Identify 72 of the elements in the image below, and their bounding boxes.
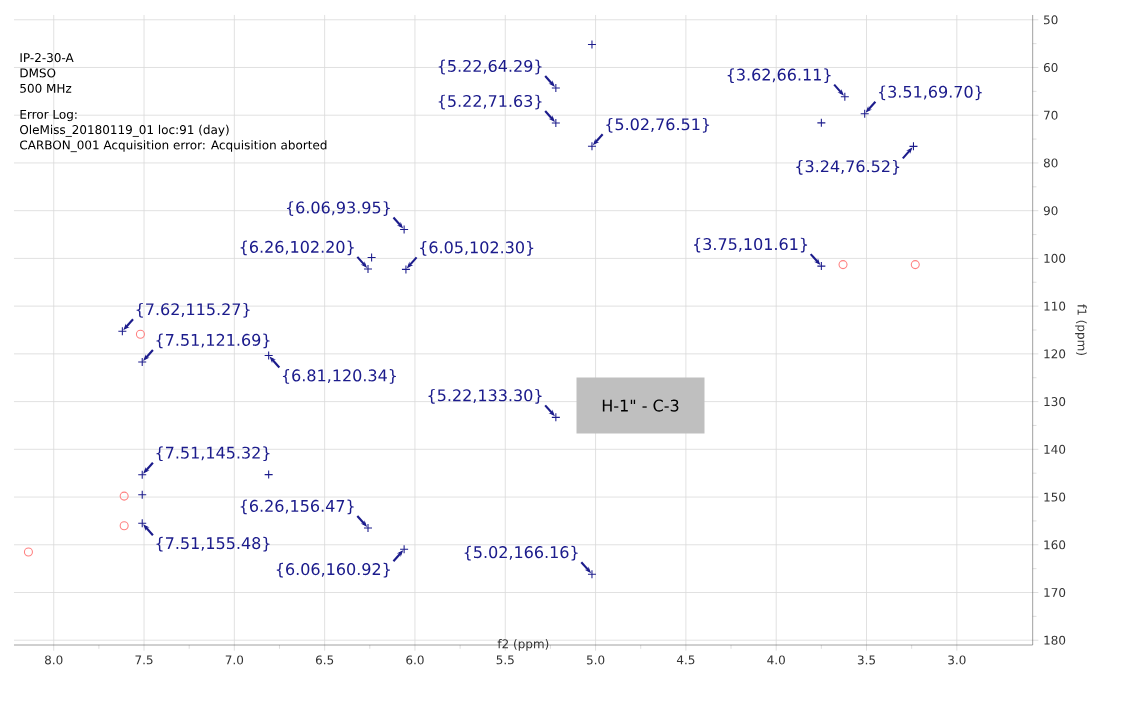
- y-axis-title: f1 (ppm): [1075, 304, 1087, 355]
- point: [551, 118, 561, 128]
- point: [399, 544, 409, 554]
- annotation: {7.51,145.32}: [156, 446, 270, 462]
- annotation: DMSO: [20, 68, 56, 78]
- point: [137, 357, 147, 367]
- y-tick-label: 140: [1044, 444, 1066, 454]
- point: [119, 491, 129, 501]
- y-tick-label: 150: [1044, 492, 1066, 502]
- y-tick-label: 120: [1044, 349, 1066, 359]
- point: [816, 261, 826, 271]
- x-tick-label: 7.0: [225, 655, 244, 665]
- annotation: 500 MHz: [20, 83, 72, 93]
- annotation: {7.51,121.69}: [156, 333, 270, 349]
- y-tick-label: 180: [1044, 635, 1066, 645]
- x-tick-label: 3.0: [948, 655, 966, 665]
- x-tick-label: 6.5: [315, 655, 334, 665]
- x-tick-label: 3.5: [857, 655, 875, 665]
- x-tick-label: 4.5: [676, 655, 695, 665]
- y-tick-label: 110: [1044, 301, 1066, 311]
- annotation: {6.81,120.34}: [282, 369, 396, 384]
- annotation: IP-2-30-A: [20, 53, 74, 63]
- annotation: {3.75,101.61}: [694, 237, 808, 253]
- point: [816, 118, 826, 128]
- y-tick-label: 160: [1044, 540, 1066, 550]
- point: [363, 264, 373, 274]
- y-tick-label: 170: [1044, 587, 1066, 598]
- x-tick-label: 7.5: [135, 655, 153, 665]
- x-tick-label: 8.0: [45, 655, 63, 665]
- x-tick-label: 5.0: [586, 655, 605, 665]
- annotation: {6.26,102.20}: [240, 240, 354, 256]
- point: [551, 83, 561, 93]
- y-tick-label: 80: [1043, 158, 1058, 168]
- point: [910, 260, 920, 270]
- x-tick-label: 5.5: [496, 655, 514, 665]
- y-tick-label: 60: [1043, 62, 1058, 73]
- point: [363, 523, 373, 533]
- annotation: {6.06,93.95}: [286, 201, 390, 216]
- annotation: {5.22,133.30}: [428, 388, 542, 404]
- annotation: {7.62,115.27}: [136, 302, 250, 318]
- y-tick-label: 90: [1043, 206, 1058, 216]
- x-tick-label: 4.0: [767, 655, 785, 665]
- annotation: Error Log:: [20, 109, 77, 122]
- point: [119, 521, 129, 531]
- annotation: {5.22,64.29}: [438, 59, 542, 75]
- annotation: {6.05,102.30}: [420, 241, 534, 256]
- point: [838, 260, 848, 270]
- annotation: {6.26,156.47}: [240, 499, 354, 515]
- annotation: CARBON_001 Acquisition error: Acquisition aborted: [20, 140, 327, 153]
- annotation: {5.22,71.63}: [438, 94, 542, 110]
- annotation: {5.02,76.51}: [606, 117, 710, 133]
- x-tick-label: 6.0: [406, 655, 424, 665]
- annotation: {3.24,76.52}: [796, 159, 900, 175]
- y-tick-label: 50: [1044, 15, 1058, 25]
- annotation: {5.02,166.16}: [464, 545, 578, 561]
- y-tick-label: 100: [1044, 253, 1066, 263]
- point: [587, 569, 597, 579]
- point: [135, 329, 145, 339]
- point: [23, 547, 33, 557]
- annotation: {6.06,160.92}: [276, 562, 390, 578]
- y-tick-label: 70: [1044, 110, 1058, 120]
- annotation: {3.51,69.70}: [878, 85, 982, 101]
- annotation: OleMiss_20180119_01 loc:91 (day): [20, 124, 229, 137]
- point: [587, 141, 597, 151]
- point: [587, 40, 597, 50]
- point: [401, 264, 411, 274]
- annotation: {3.62,66.11}: [727, 68, 831, 84]
- annotation: H-1" - C-3: [602, 399, 679, 412]
- annotation: {7.51,155.48}: [156, 536, 270, 552]
- y-tick-label: 130: [1044, 397, 1066, 407]
- point: [399, 225, 409, 235]
- x-axis-title: f2 (ppm): [497, 639, 549, 651]
